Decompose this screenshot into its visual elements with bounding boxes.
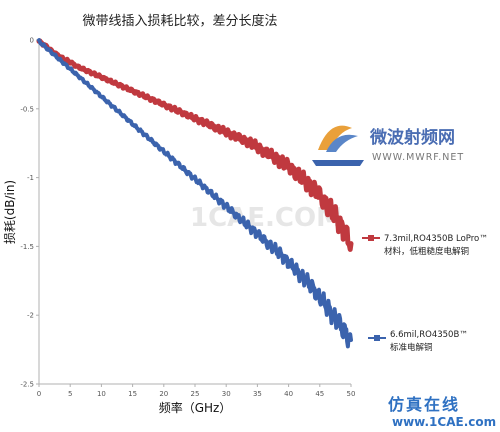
x-tick-label: 25 (191, 390, 200, 398)
legend-item-standard: 6.6mil,RO4350B™ 标准电解铜 (368, 330, 468, 353)
legend-item-lopro: 7.3mil,RO4350B LoPro™ 材料，低粗糙度电解铜 (362, 234, 488, 257)
y-tick-label: -1 (27, 174, 34, 182)
x-axis-title: 频率（GHz） (159, 400, 232, 415)
x-tick-label: 35 (253, 390, 262, 398)
x-tick-label: 50 (347, 390, 356, 398)
brand-name: 微波射频网 (369, 127, 455, 148)
series-lopro-line (36, 38, 354, 252)
y-tick-label: -1.5 (20, 243, 34, 251)
x-tick-label: 5 (68, 390, 72, 398)
x-ticks: 0 5 10 15 20 25 30 35 40 45 50 (37, 384, 356, 398)
watermark-center: 1CAE.COM (190, 203, 342, 233)
legend-label-standard-line1: 6.6mil,RO4350B™ (390, 330, 468, 340)
brand-url: WWW.MWRF.NET (372, 152, 464, 163)
chart-title: 微带线插入损耗比较，差分长度法 (82, 13, 277, 29)
legend-label-standard-line2: 标准电解铜 (390, 342, 433, 353)
y-tick-label: -2 (27, 312, 34, 320)
y-ticks: 0 -0.5 -1 -1.5 -2 -2.5 (20, 37, 39, 389)
y-axis-title: 损耗(dB/in) (3, 180, 17, 244)
legend-label-lopro-line1: 7.3mil,RO4350B LoPro™ (384, 234, 488, 244)
watermark-bottom-url: www.1CAE.com (392, 415, 496, 429)
x-tick-label: 40 (284, 390, 293, 398)
x-tick-label: 0 (37, 390, 41, 398)
x-tick-label: 45 (315, 390, 324, 398)
x-tick-label: 15 (128, 390, 137, 398)
y-tick-label: -2.5 (20, 381, 34, 389)
brand-logo-icon (318, 125, 352, 150)
legend-marker-standard (374, 335, 380, 341)
x-tick-label: 30 (222, 390, 231, 398)
legend-label-lopro-line2: 材料，低粗糙度电解铜 (384, 246, 469, 257)
y-tick-label: 0 (30, 37, 34, 45)
x-tick-label: 10 (97, 390, 106, 398)
watermark-bottom-name: 仿真在线 (388, 395, 460, 414)
legend-marker-lopro (368, 235, 374, 241)
brand-logo (312, 125, 364, 166)
series-standard-line (37, 38, 353, 349)
x-tick-label: 20 (159, 390, 168, 398)
legend: 7.3mil,RO4350B LoPro™ 材料，低粗糙度电解铜 6.6mil,… (362, 234, 488, 353)
y-tick-label: -0.5 (20, 105, 34, 113)
